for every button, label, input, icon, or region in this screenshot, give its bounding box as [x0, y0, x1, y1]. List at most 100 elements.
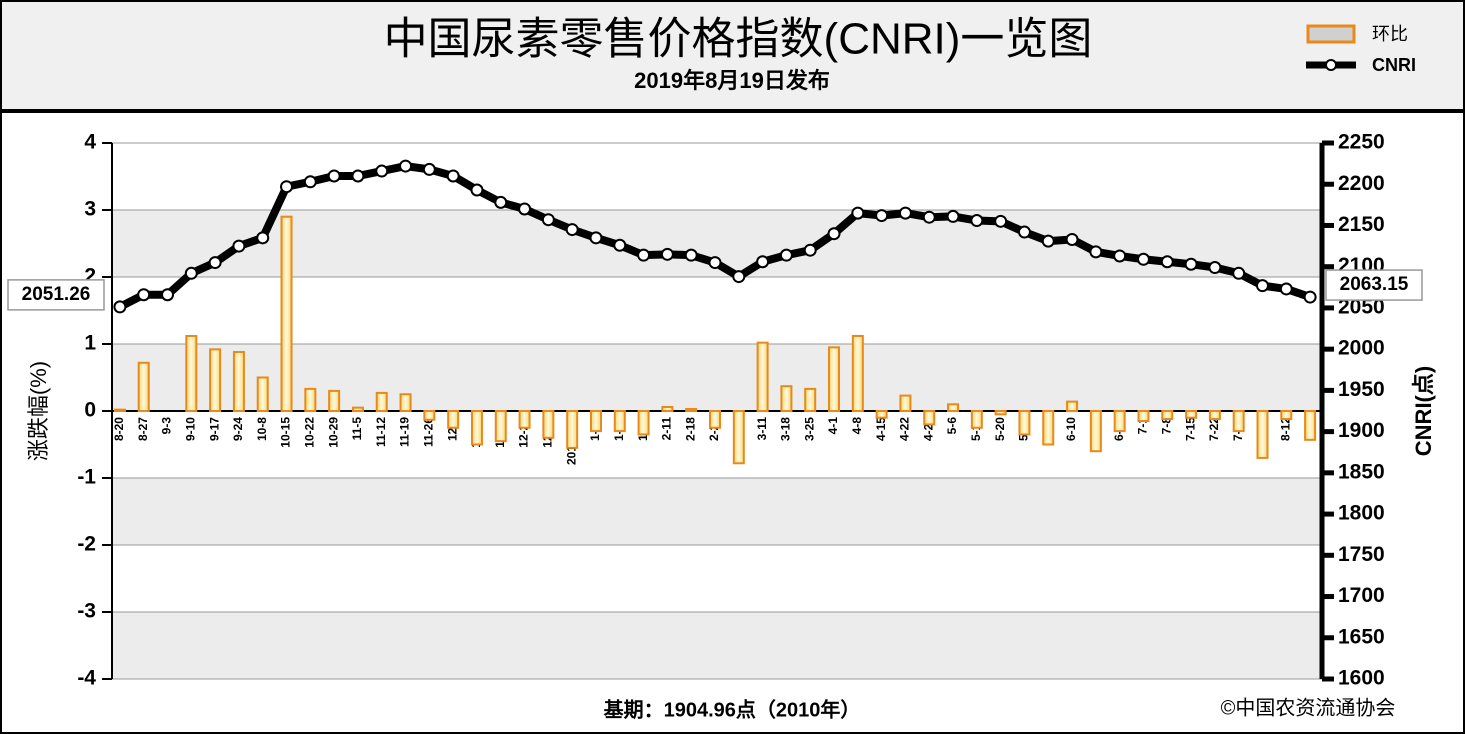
y2-tick-label: 2200: [1338, 172, 1385, 195]
x-tick-label: 3-11: [755, 417, 769, 441]
y-tick-label: 0: [84, 399, 96, 422]
bar: [970, 410, 983, 429]
point: [1255, 279, 1269, 293]
y-tick-label: 2: [84, 265, 96, 288]
x-tick-label: 10-22: [303, 417, 317, 448]
bar: [137, 361, 150, 413]
point: [161, 288, 175, 302]
x-tick-label: 7-22: [1207, 417, 1221, 441]
point: [113, 300, 127, 314]
point: [1303, 290, 1317, 304]
x-tick-label: 6-10: [1064, 417, 1078, 441]
x-tick-label: 2-11: [660, 417, 674, 441]
point: [208, 256, 222, 270]
bar: [828, 346, 841, 413]
bar: [1208, 410, 1221, 421]
bar: [113, 408, 126, 413]
point: [589, 231, 603, 245]
bar: [470, 410, 483, 446]
legend-swatch: [1306, 24, 1356, 44]
bar: [1304, 410, 1317, 441]
point: [303, 175, 317, 189]
bar: [423, 410, 436, 421]
y2-tick-label: 1900: [1338, 419, 1385, 442]
point: [1089, 245, 1103, 259]
point: [779, 248, 793, 262]
point: [470, 183, 484, 197]
bar: [685, 407, 698, 412]
x-tick-label: 10-29: [326, 417, 340, 448]
x-tick-label: 4-1: [826, 417, 840, 435]
y2-tick-label: 2000: [1338, 337, 1385, 360]
x-tick-label: 9-10: [183, 417, 197, 441]
point: [256, 231, 270, 245]
bar: [542, 410, 555, 439]
point: [351, 169, 365, 183]
point: [137, 288, 151, 302]
point: [494, 195, 508, 209]
bar: [256, 376, 269, 412]
x-tick-label: 2-18: [683, 417, 697, 441]
point: [399, 159, 413, 173]
point: [732, 270, 746, 284]
x-tick-label: 10-15: [279, 417, 293, 448]
x-tick-label: 11-5: [350, 417, 364, 441]
bar: [1161, 410, 1174, 421]
bar: [1137, 410, 1150, 423]
y2-tick-label: 2250: [1338, 131, 1385, 154]
x-tick-label: 10-8: [255, 417, 269, 441]
x-tick-label: 5-20: [993, 417, 1007, 441]
point: [232, 239, 246, 253]
bar: [780, 385, 793, 412]
bar: [1280, 410, 1293, 421]
y-tick-label: 3: [84, 198, 96, 221]
point: [518, 202, 532, 216]
y2-tick-label: 1600: [1338, 667, 1385, 690]
x-tick-label: 4-15: [874, 417, 888, 441]
point: [1136, 252, 1150, 266]
point: [637, 248, 651, 262]
x-tick-label: 3-18: [779, 417, 793, 441]
y-tick-label: -1: [77, 466, 96, 489]
grid-band: [112, 545, 1322, 612]
point: [1113, 249, 1127, 263]
grid-band: [112, 344, 1322, 411]
y-tick-label: 1: [84, 332, 96, 355]
y2-tick-label: 1750: [1338, 543, 1385, 566]
x-tick-label: 9-17: [207, 417, 221, 441]
bar: [732, 410, 745, 465]
x-tick-label: 7-8: [1159, 417, 1173, 435]
point: [446, 169, 460, 183]
bar: [351, 406, 364, 412]
bar: [1066, 400, 1079, 412]
bar: [613, 410, 626, 433]
bar: [566, 410, 579, 449]
y2-tick-label: 1700: [1338, 584, 1385, 607]
bar: [709, 410, 721, 429]
point: [946, 209, 960, 223]
x-tick-label: 8-20: [112, 417, 126, 441]
bar: [1018, 410, 1031, 436]
chart-subtitle: 2019年8月19日发布: [634, 68, 830, 93]
grid-band: [112, 143, 1322, 210]
bar: [375, 391, 388, 413]
point: [375, 164, 389, 178]
bar: [851, 334, 864, 412]
y2-tick-label: 2150: [1338, 213, 1385, 236]
y-tick-label: -3: [77, 600, 96, 623]
value-label: 2063.15: [1340, 274, 1409, 295]
point: [1065, 232, 1079, 246]
x-tick-label: 9-3: [160, 417, 174, 435]
point: [994, 214, 1008, 228]
bar: [209, 348, 222, 412]
bar: [494, 410, 507, 443]
point: [875, 209, 889, 223]
point: [1160, 255, 1174, 269]
bar: [804, 387, 817, 413]
bar: [304, 387, 317, 413]
bar: [447, 410, 460, 429]
y2-tick-label: 1950: [1338, 378, 1385, 401]
bar: [1113, 410, 1126, 433]
point: [565, 223, 579, 237]
